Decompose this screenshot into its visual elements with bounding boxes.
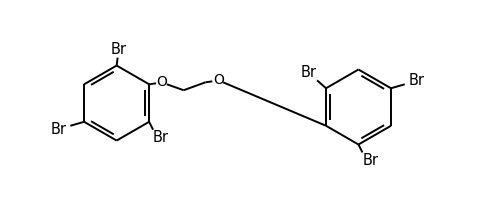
Text: Br: Br [408,73,424,88]
Text: O: O [212,73,223,87]
Text: Br: Br [110,42,126,57]
Text: Br: Br [50,122,66,137]
Text: Br: Br [362,153,378,168]
Text: Br: Br [152,130,168,145]
Text: O: O [156,75,167,89]
Text: Br: Br [300,65,316,80]
